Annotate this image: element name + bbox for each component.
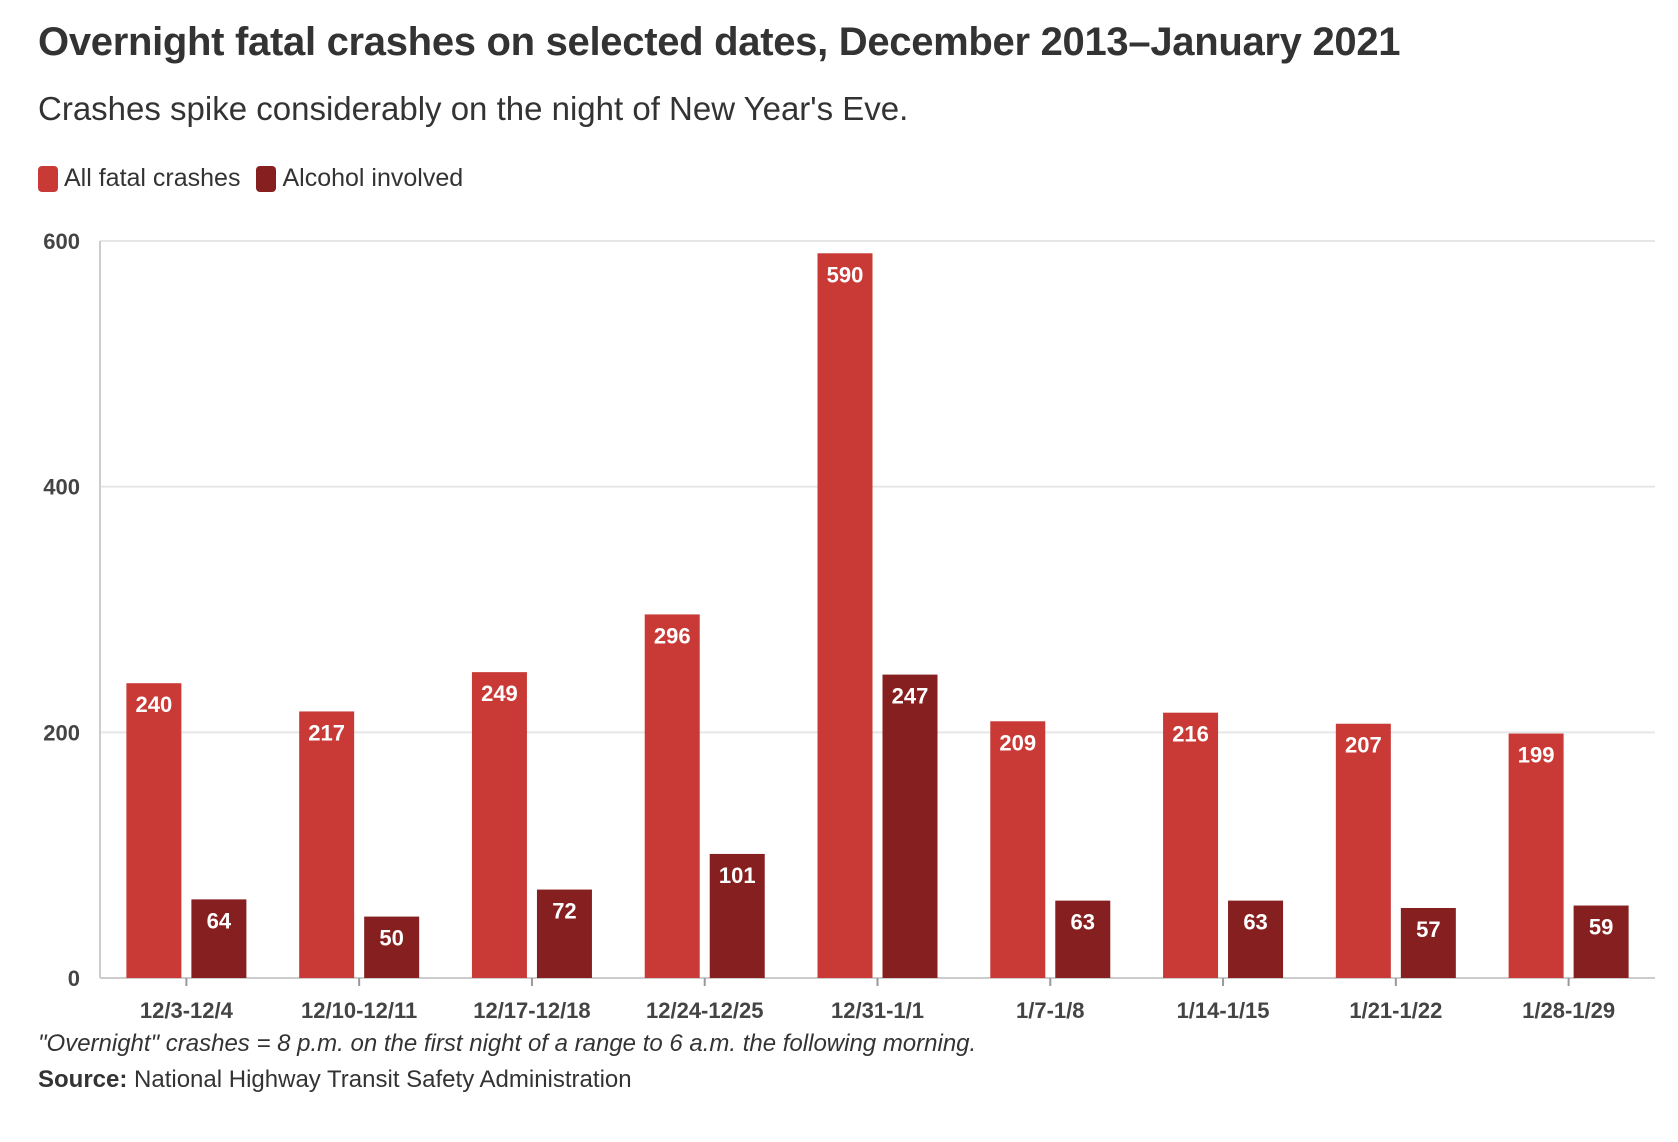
bar-alcohol[interactable]: [536, 889, 592, 978]
legend-item-all-fatal[interactable]: All fatal crashes: [38, 164, 240, 193]
bar-all-fatal[interactable]: [299, 711, 355, 978]
x-tick-label: 1/7-1/8: [1016, 998, 1085, 1023]
data-label-alcohol: 59: [1589, 915, 1613, 940]
chart-title: Overnight fatal crashes on selected date…: [38, 20, 1401, 64]
source-text: National Highway Transit Safety Administ…: [127, 1066, 632, 1093]
y-tick-label: 0: [68, 966, 80, 991]
bar-alcohol[interactable]: [1055, 900, 1111, 978]
bar-all-fatal[interactable]: [644, 614, 700, 978]
footnote: "Overnight" crashes = 8 p.m. on the firs…: [38, 1030, 977, 1057]
y-tick-label: 600: [43, 229, 80, 254]
data-label-alcohol: 64: [207, 908, 232, 933]
data-label-alcohol: 101: [719, 863, 756, 888]
x-tick-label: 1/28-1/29: [1522, 998, 1615, 1023]
bar-alcohol[interactable]: [191, 899, 247, 978]
data-label-all-fatal: 296: [654, 623, 691, 648]
bar-alcohol[interactable]: [1573, 905, 1629, 978]
legend: All fatal crashes Alcohol involved: [38, 164, 479, 193]
data-label-all-fatal: 240: [136, 692, 173, 717]
bar-all-fatal[interactable]: [1163, 712, 1219, 978]
y-tick-label: 200: [43, 720, 80, 745]
source-label: Source:: [38, 1066, 128, 1093]
bar-all-fatal[interactable]: [1508, 733, 1564, 978]
data-label-all-fatal: 217: [308, 720, 345, 745]
x-tick-label: 1/14-1/15: [1177, 998, 1270, 1023]
data-label-all-fatal: 207: [1345, 733, 1382, 758]
legend-swatch-alcohol: [256, 165, 277, 192]
x-tick-label: 1/21-1/22: [1349, 998, 1442, 1023]
x-tick-label: 12/24-12/25: [646, 998, 763, 1023]
data-label-all-fatal: 209: [999, 730, 1036, 755]
data-label-all-fatal: 249: [481, 681, 518, 706]
bar-alcohol[interactable]: [364, 916, 420, 978]
bar-alcohol[interactable]: [1400, 907, 1456, 978]
data-label-all-fatal: 590: [827, 262, 864, 287]
bar-alcohol[interactable]: [1228, 900, 1284, 978]
data-label-alcohol: 72: [552, 899, 576, 924]
legend-label-all-fatal: All fatal crashes: [64, 164, 241, 192]
x-tick-label: 12/17-12/18: [473, 998, 590, 1023]
bar-all-fatal[interactable]: [990, 721, 1046, 978]
data-label-alcohol: 63: [1071, 910, 1095, 935]
x-tick-label: 12/3-12/4: [140, 998, 234, 1023]
bar-all-fatal[interactable]: [817, 253, 873, 979]
data-label-alcohol: 63: [1243, 910, 1267, 935]
y-tick-label: 400: [43, 475, 80, 500]
data-label-all-fatal: 199: [1518, 743, 1555, 768]
data-label-alcohol: 50: [379, 926, 403, 951]
legend-swatch-all-fatal: [38, 165, 58, 192]
bar-alcohol[interactable]: [709, 853, 765, 978]
bar-all-fatal[interactable]: [126, 683, 182, 978]
data-label-alcohol: 57: [1416, 917, 1440, 942]
data-label-all-fatal: 216: [1172, 722, 1209, 747]
bar-all-fatal[interactable]: [1335, 723, 1391, 978]
x-tick-label: 12/31-1/1: [831, 998, 924, 1023]
legend-label-alcohol: Alcohol involved: [282, 164, 464, 192]
source-line: Source: National Highway Transit Safety …: [38, 1066, 632, 1094]
data-label-alcohol: 247: [892, 684, 929, 709]
bar-alcohol[interactable]: [882, 674, 938, 978]
legend-item-alcohol[interactable]: Alcohol involved: [256, 164, 463, 193]
chart-subtitle: Crashes spike considerably on the night …: [38, 90, 909, 127]
bar-all-fatal[interactable]: [471, 672, 527, 978]
x-tick-label: 12/10-12/11: [301, 998, 417, 1023]
